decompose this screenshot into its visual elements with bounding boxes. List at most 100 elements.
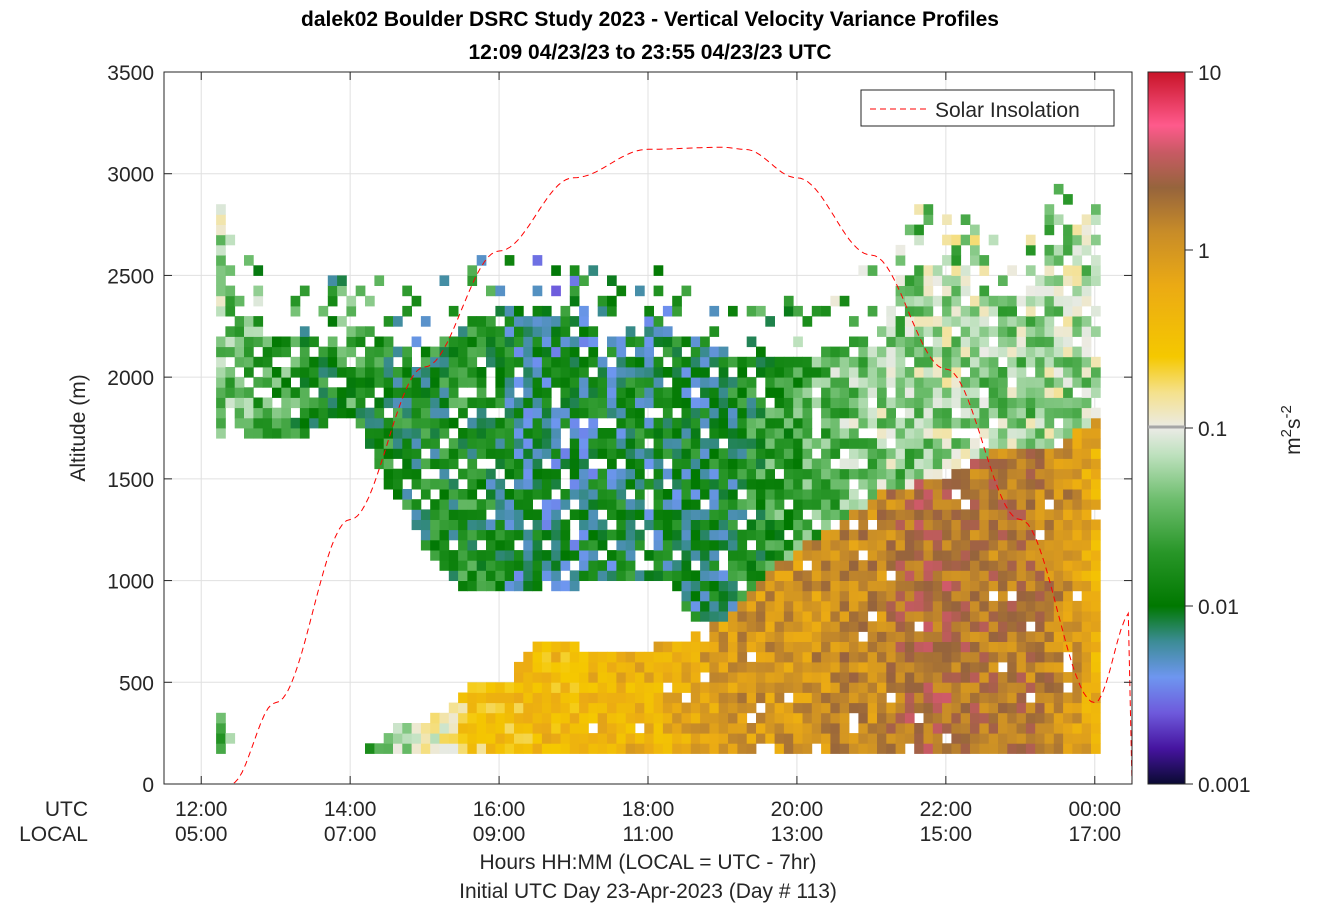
heatmap-cell [262,407,273,419]
heatmap-cell [783,550,794,561]
heatmap-cell [867,468,878,480]
heatmap-cell [1081,550,1092,561]
heatmap-cell [1035,621,1045,632]
heatmap-cell [1063,428,1073,439]
heatmap-cell [811,499,822,510]
heatmap-cell [588,499,599,510]
heatmap-cell [393,489,403,500]
heatmap-cell [746,489,757,500]
heatmap-cell [672,367,682,378]
heatmap-cell [746,733,757,744]
heatmap-cell [541,489,552,500]
heatmap-cell [495,336,506,348]
heatmap-cell [569,702,580,714]
heatmap-cell [383,387,394,398]
heatmap-cell [551,570,561,581]
heatmap-cell [635,356,645,368]
heatmap-cell [504,367,515,378]
heatmap-cell [904,590,915,602]
heatmap-cell [821,458,831,470]
heatmap-cell [1081,428,1092,439]
heatmap-cell [588,560,599,571]
heatmap-cell [1091,733,1101,744]
heatmap-cell [411,387,422,398]
heatmap-cell [979,336,990,348]
heatmap-cell [1044,204,1055,215]
heatmap-cell [290,367,301,378]
heatmap-cell [476,377,487,388]
heatmap-cell [420,723,431,734]
heatmap-cell [877,356,887,368]
heatmap-cell [1091,255,1101,266]
heatmap-cell [532,305,543,317]
heatmap-cell [904,468,915,480]
heatmap-cell [672,712,682,724]
heatmap-cell [486,285,496,297]
heatmap-cell [225,265,236,276]
heatmap-cell [327,295,338,307]
heatmap-cell [867,417,878,429]
heatmap-cell [476,519,487,531]
heatmap-cell [467,316,478,327]
heatmap-cell [839,570,850,581]
heatmap-cell [737,631,748,642]
heatmap-cell [476,428,487,439]
heatmap-cell [988,458,999,470]
heatmap-cell [532,529,543,541]
heatmap-cell [523,570,533,581]
heatmap-cell [858,336,869,348]
heatmap-cell [1025,285,1036,297]
heatmap-cell [337,275,347,286]
heatmap-cell [551,702,561,714]
heatmap-cell [830,560,841,571]
heatmap-cell [579,702,589,714]
heatmap-cell [895,428,906,439]
heatmap-cell [532,356,543,368]
heatmap-cell [904,336,915,348]
heatmap-cell [448,550,459,561]
heatmap-cell [588,438,599,449]
heatmap-cell [970,468,980,480]
heatmap-cell [393,387,403,398]
heatmap-cell [709,661,720,673]
heatmap-cell [253,326,264,337]
heatmap-cell [653,387,664,398]
heatmap-cell [458,723,468,734]
heatmap-cell [904,723,915,734]
heatmap-cell [951,723,962,734]
heatmap-cell [737,509,748,520]
heatmap-cell [681,499,692,510]
heatmap-cell [728,468,738,480]
heatmap-cell [914,305,924,317]
heatmap-cell [914,539,924,551]
heatmap-cell [625,499,636,510]
heatmap-cell [979,377,990,388]
heatmap-cell [988,661,999,673]
heatmap-cell [514,326,524,337]
heatmap-cell [1007,489,1017,500]
heatmap-cell [877,550,887,561]
heatmap-cell [1081,519,1092,531]
heatmap-cell [1081,672,1092,683]
heatmap-cell [756,438,766,449]
heatmap-cell [849,550,859,561]
heatmap-cell [923,214,934,225]
heatmap-cell [793,631,803,642]
heatmap-cell [1025,590,1036,602]
heatmap-cell [467,417,478,429]
heatmap-cell [1081,499,1092,510]
heatmap-cell [644,651,654,663]
heatmap-cell [718,346,729,358]
heatmap-cell [1016,519,1027,531]
heatmap-cell [830,611,841,622]
heatmap-cell [262,356,273,368]
heatmap-cell [709,682,720,693]
heatmap-cell [569,712,580,724]
heatmap-cell [1016,489,1027,500]
heatmap-cell [867,641,878,653]
heatmap-cell [932,468,943,480]
heatmap-cell [346,397,357,409]
heatmap-cell [495,550,506,561]
heatmap-cell [411,397,422,409]
heatmap-cell [514,580,524,592]
